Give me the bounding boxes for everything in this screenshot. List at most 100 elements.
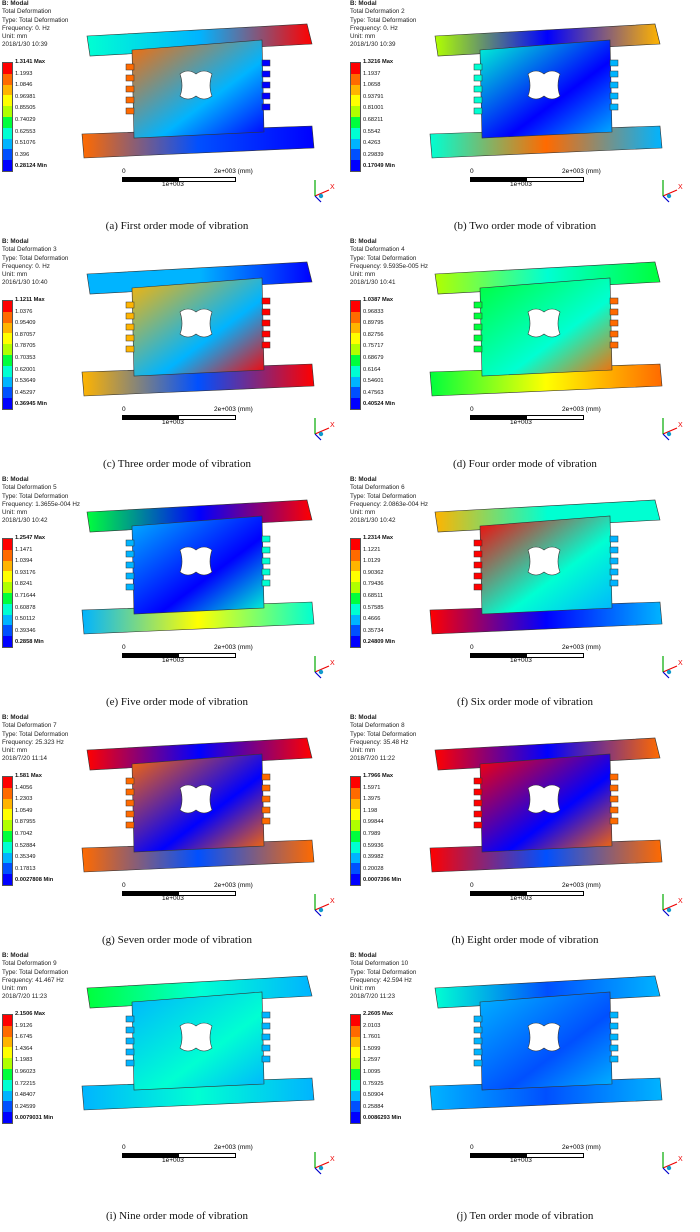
right-tooth xyxy=(261,1055,271,1063)
left-tooth xyxy=(125,107,135,115)
left-tooth xyxy=(125,788,135,796)
legend-value: 2.1506 Max xyxy=(15,1011,46,1017)
legend-value: 0.28124 Min xyxy=(15,163,47,170)
legend-swatch xyxy=(3,73,12,85)
legend-value: 2.2605 Max xyxy=(363,1011,394,1017)
legend-swatch xyxy=(3,787,12,799)
figure-caption: (c) Three order mode of vibration xyxy=(103,458,251,470)
header-line: Type: Total Deformation xyxy=(350,968,417,976)
legend-value: 0.87057 xyxy=(15,331,36,338)
triad-x-label: X xyxy=(678,184,683,191)
scale-bar: 0 2e+003 (mm) 1e+003 xyxy=(470,1144,690,1166)
legend-swatch xyxy=(351,376,360,388)
left-tooth xyxy=(473,1037,483,1045)
header-line: Frequency: 42.594 Hz xyxy=(350,976,412,984)
left-tooth xyxy=(473,561,483,569)
legend-value: 0.75925 xyxy=(363,1080,384,1087)
top-beam xyxy=(434,23,661,57)
legend-swatch xyxy=(351,106,360,117)
header-line: B: Modal xyxy=(2,0,29,7)
color-legend: 1.2314 Max 1.1221 1.0129 0.90362 0.79436 0.68… xyxy=(350,535,402,648)
legend-value: 1.6745 xyxy=(15,1034,33,1041)
header-line: B: Modal xyxy=(350,476,377,483)
legend-swatch xyxy=(351,625,360,637)
deformation-model xyxy=(81,975,315,1111)
axis-triad-icon: X xyxy=(662,656,683,679)
right-tooth xyxy=(261,795,271,803)
legend-value: 0.36945 Min xyxy=(15,401,47,408)
header-line: B: Modal xyxy=(350,952,377,959)
legend-value: 0.60878 xyxy=(15,604,36,611)
right-tooth xyxy=(261,1044,271,1052)
header-line: 2018/1/30 10:39 xyxy=(2,41,48,49)
right-tooth xyxy=(609,795,619,803)
legend-swatch xyxy=(3,603,12,615)
result-header: B: Modal Total Deformation 7 Type: Total D… xyxy=(2,714,68,764)
right-tooth xyxy=(609,568,619,576)
legend-swatch xyxy=(3,863,12,875)
top-beam xyxy=(86,499,313,533)
legend-value: 0.89795 xyxy=(363,320,384,327)
center-cutout xyxy=(179,546,213,576)
legend-value: 0.25884 xyxy=(363,1103,384,1110)
legend-swatch xyxy=(351,603,360,615)
legend-swatch xyxy=(351,539,360,550)
header-line: Total Deformation 10 xyxy=(350,960,409,968)
mode-panel: B: Modal Total Deformation 6 Type: Total D… xyxy=(350,476,700,714)
legend-swatch xyxy=(351,354,360,366)
legend-value: 1.7601 xyxy=(363,1034,381,1041)
right-tooth xyxy=(609,297,619,305)
legend-value: 0.59936 xyxy=(363,842,384,849)
legend-swatch xyxy=(351,1036,360,1048)
axis-triad-icon: X xyxy=(314,418,335,441)
legend-swatch xyxy=(351,138,360,150)
axis-triad-icon: X xyxy=(662,418,683,441)
legend-value: 0.45297 xyxy=(15,389,36,396)
right-tooth xyxy=(261,557,271,565)
header-line: Total Deformation 7 xyxy=(2,722,57,730)
legend-value: 0.53649 xyxy=(15,378,36,385)
legend-value: 0.81001 xyxy=(363,105,384,112)
scale-zero: 0 xyxy=(122,1144,126,1151)
left-tooth xyxy=(473,550,483,558)
mode-panel: B: Modal Total Deformation 5 Type: Total D… xyxy=(2,476,352,714)
left-tooth xyxy=(125,312,135,320)
result-header: B: Modal Total Deformation 9 Type: Total D… xyxy=(2,952,68,1002)
triad-x-label: X xyxy=(330,898,335,905)
legend-swatch xyxy=(351,387,360,399)
scale-mid: 1e+003 xyxy=(162,1157,184,1164)
right-tooth xyxy=(609,806,619,814)
scale-ruler xyxy=(470,415,584,420)
scale-end: 2e+003 (mm) xyxy=(214,644,253,651)
header-line: 2018/7/20 11:23 xyxy=(2,993,48,1001)
right-tooth xyxy=(261,784,271,792)
legend-swatch xyxy=(351,582,360,593)
legend-value: 0.52884 xyxy=(15,842,36,849)
left-tooth xyxy=(125,821,135,829)
legend-value: 0.0079031 Min xyxy=(15,1115,54,1122)
legend-swatch xyxy=(351,560,360,572)
top-beam xyxy=(86,261,313,295)
axis-triad-icon: X xyxy=(662,1152,683,1175)
legend-colorbar xyxy=(350,300,361,410)
legend-value: 0.7042 xyxy=(15,831,33,837)
legend-value: 1.581 Max xyxy=(15,773,42,779)
legend-swatch xyxy=(3,830,12,842)
right-tooth xyxy=(609,70,619,78)
legend-value: 0.75717 xyxy=(363,343,384,350)
legend-value: 0.35349 xyxy=(15,854,36,861)
right-tooth xyxy=(609,1044,619,1052)
scale-bar: 0 2e+003 (mm) 1e+003 xyxy=(122,406,342,428)
legend-swatch xyxy=(351,1112,360,1123)
figure-caption: (f) Six order mode of vibration xyxy=(457,696,593,708)
header-line: Frequency: 41.467 Hz xyxy=(2,976,64,984)
legend-swatch xyxy=(3,138,12,150)
scale-bar: 0 2e+003 (mm) 1e+003 xyxy=(122,644,342,666)
top-beam xyxy=(434,499,661,533)
left-tooth xyxy=(125,1015,135,1023)
scale-mid: 1e+003 xyxy=(510,181,532,188)
legend-swatch xyxy=(3,63,12,74)
legend-value: 1.0095 xyxy=(363,1069,381,1075)
scale-zero: 0 xyxy=(470,168,474,175)
header-line: B: Modal xyxy=(350,0,377,7)
